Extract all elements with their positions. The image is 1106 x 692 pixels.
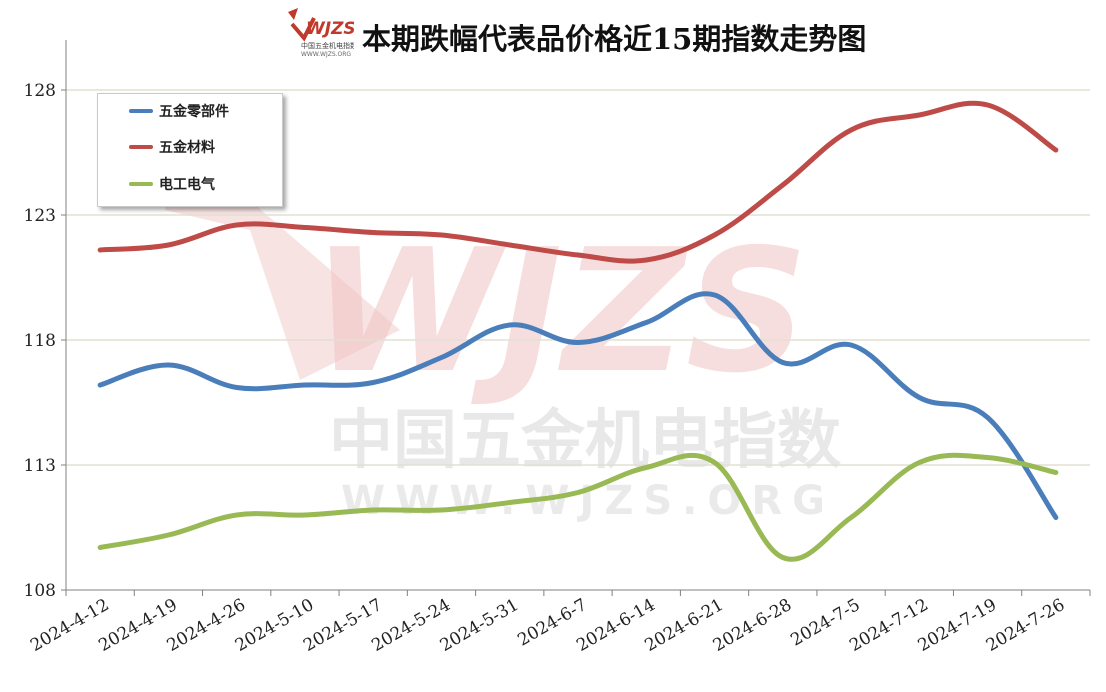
legend-swatch — [129, 182, 153, 186]
logo-mark: WJZS — [306, 19, 354, 39]
legend-item-wujin-cailiao: 五金材料 — [98, 137, 215, 157]
legend-swatch — [129, 145, 153, 149]
wjzs-logo: WJZS 中国五金机电指数 WWW.WJZS.ORG — [286, 4, 354, 58]
y-tick-label: 128 — [24, 81, 56, 101]
y-tick-label: 118 — [24, 331, 56, 351]
x-tick-label: 2024-6-28 — [710, 595, 796, 656]
watermark-cn-text: 中国五金机电指数 — [329, 404, 841, 478]
legend-label: 电工电气 — [159, 174, 215, 194]
y-tick-label: 123 — [24, 206, 56, 226]
legend-item-wujin-lingbujian: 五金零部件 — [98, 101, 229, 121]
legend-swatch — [129, 109, 153, 113]
legend-label: 五金零部件 — [159, 101, 229, 121]
legend-label: 五金材料 — [159, 137, 215, 157]
logo-url: WWW.WJZS.ORG — [301, 51, 351, 58]
y-tick-label: 108 — [24, 581, 56, 601]
y-tick-label: 113 — [24, 456, 56, 476]
chart-title: 本期跌幅代表品价格近15期指数走势图 — [362, 16, 866, 58]
watermark-url-text: WWW.WJZS.ORG — [341, 478, 835, 524]
legend: 五金零部件 五金材料 电工电气 — [97, 93, 283, 207]
x-tick-label: 2024-5-31 — [437, 595, 523, 656]
logo-caption: 中国五金机电指数 — [301, 41, 354, 50]
x-tick-label: 2024-7-26 — [983, 595, 1069, 656]
logo-arrow-icon: WJZS 中国五金机电指数 WWW.WJZS.ORG — [286, 4, 354, 58]
legend-item-diangong-dianqi: 电工电气 — [98, 174, 215, 194]
